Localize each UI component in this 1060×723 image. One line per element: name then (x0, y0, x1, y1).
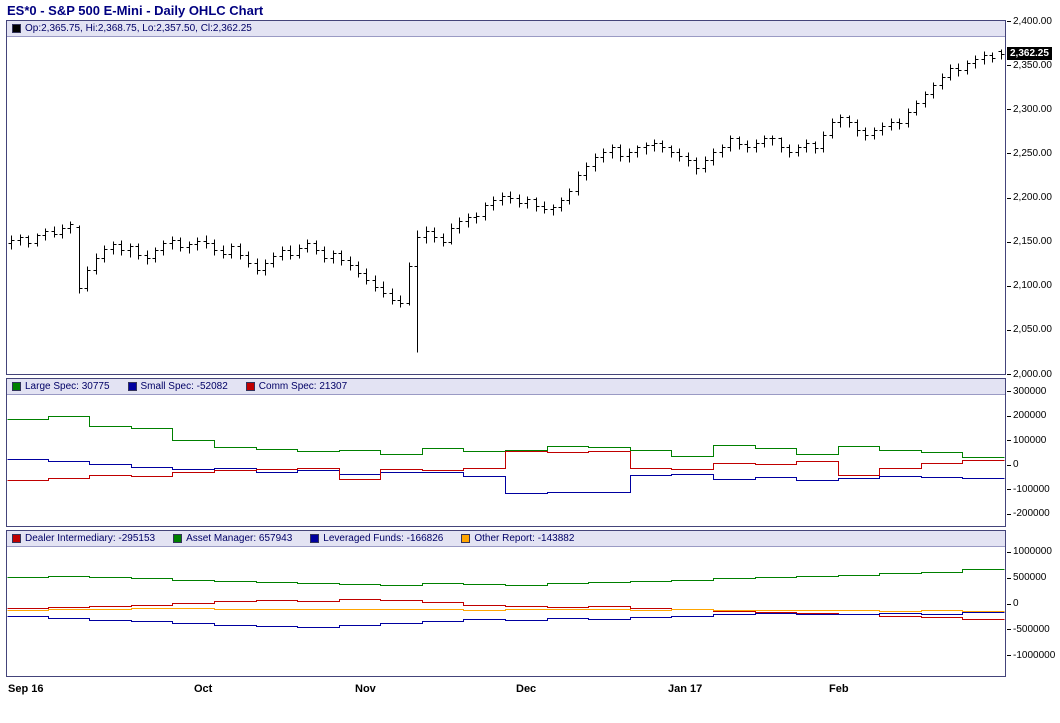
y-axis-tick (1007, 552, 1011, 553)
y-axis-label: 2,350.00 (1013, 60, 1052, 71)
legend-label: Dealer Intermediary: -295153 (25, 533, 156, 544)
legend-swatch (127, 382, 137, 391)
legend-label: Comm Spec: 21307 (258, 381, 348, 392)
y-axis-tick (1007, 514, 1011, 515)
cot-plot (7, 416, 1005, 494)
y-axis-tick (1007, 391, 1011, 392)
y-axis-label: 300000 (1013, 386, 1047, 397)
legend-label: Small Spec: -52082 (140, 381, 228, 392)
y-axis-tick (1007, 655, 1011, 656)
y-axis-tick (1007, 416, 1011, 417)
legend-swatch (461, 534, 471, 543)
y-axis-tick (1007, 578, 1011, 579)
y-axis-tick (1007, 242, 1011, 243)
y-axis-label: 1000000 (1013, 546, 1052, 557)
x-axis-label: Oct (194, 683, 213, 695)
legend-swatch (173, 534, 183, 543)
step-series-dealer (7, 599, 1005, 620)
legend-swatch (12, 382, 21, 391)
legend-label: Asset Manager: 657943 (186, 533, 293, 544)
x-axis-label: Sep 16 (8, 683, 44, 695)
x-axis-label: Dec (516, 683, 537, 695)
y-axis-tick (1007, 465, 1011, 466)
legend-label: Leveraged Funds: -166826 (323, 533, 444, 544)
y-axis-tick (1007, 440, 1011, 441)
y-axis-label: 2,250.00 (1013, 148, 1052, 159)
x-axis-label: Jan 17 (668, 683, 703, 695)
y-axis-tick (1007, 374, 1011, 375)
y-axis-label: 2,100.00 (1013, 280, 1052, 291)
y-axis-label: 2,150.00 (1013, 236, 1052, 247)
y-axis-tick (1007, 65, 1011, 66)
x-axis-label: Feb (829, 683, 849, 695)
price-panel: Op:2,365.75, Hi:2,368.75, Lo:2,357.50, C… (6, 20, 1006, 375)
y-axis-label: 2,200.00 (1013, 192, 1052, 203)
disaggregated-panel: Dealer Intermediary: -295153 Asset Manage… (6, 530, 1006, 677)
y-axis-label: -100000 (1013, 484, 1050, 495)
y-axis-label: -1000000 (1013, 650, 1056, 661)
y-axis-label: 2,400.00 (1013, 16, 1052, 27)
chart-title: ES*0 - S&P 500 E-Mini - Daily OHLC Chart (7, 3, 264, 18)
disaggregated-legend: Dealer Intermediary: -295153 Asset Manage… (7, 531, 1005, 547)
legend-swatch (12, 534, 21, 543)
legend-item-dealer: Dealer Intermediary: -295153 (12, 533, 155, 544)
y-axis-label: 2,050.00 (1013, 324, 1052, 335)
price-plot (8, 49, 1005, 353)
legend-item-small_spec: Small Spec: -52082 (127, 381, 228, 392)
y-axis-tick (1007, 629, 1011, 630)
legend-item-comm_spec: Comm Spec: 21307 (245, 381, 348, 392)
legend-item-other: Other Report: -143882 (461, 533, 574, 544)
legend-item-leveraged: Leveraged Funds: -166826 (310, 533, 443, 544)
step-series-comm_spec (7, 451, 1005, 481)
y-axis-label: 0 (1013, 598, 1019, 609)
legend-item-asset_manager: Asset Manager: 657943 (173, 533, 292, 544)
legend-swatch (12, 24, 21, 33)
cot-legend: Large Spec: 30775 Small Spec: -52082 Comm … (7, 379, 1005, 395)
y-axis-label: -200000 (1013, 508, 1050, 519)
y-axis-tick (1007, 109, 1011, 110)
y-axis-tick (1007, 330, 1011, 331)
disaggregated-plot (7, 569, 1005, 628)
y-axis-tick (1007, 198, 1011, 199)
y-axis-tick (1007, 604, 1011, 605)
y-axis-label: 200000 (1013, 410, 1047, 421)
y-axis-tick (1007, 153, 1011, 154)
ohlc-legend-item: Op:2,365.75, Hi:2,368.75, Lo:2,357.50, C… (12, 23, 252, 34)
price-legend: Op:2,365.75, Hi:2,368.75, Lo:2,357.50, C… (7, 21, 1005, 37)
y-axis-label: 2,300.00 (1013, 104, 1052, 115)
y-axis-tick (1007, 286, 1011, 287)
step-series-small_spec (7, 459, 1005, 494)
ohlc-bars (8, 49, 1005, 353)
legend-item-large_spec: Large Spec: 30775 (12, 381, 110, 392)
legend-swatch (245, 382, 255, 391)
y-axis-label: 2,000.00 (1013, 369, 1052, 380)
y-axis-label: 500000 (1013, 572, 1047, 583)
legend-swatch (310, 534, 320, 543)
legend-label: Op:2,365.75, Hi:2,368.75, Lo:2,357.50, C… (25, 23, 252, 34)
y-axis-label: 100000 (1013, 435, 1047, 446)
cot-panel: Large Spec: 30775 Small Spec: -52082 Comm … (6, 378, 1006, 527)
y-axis-tick (1007, 21, 1011, 22)
y-axis-label: 0 (1013, 459, 1019, 470)
legend-label: Large Spec: 30775 (25, 381, 110, 392)
y-axis-tick (1007, 489, 1011, 490)
step-series-asset_manager (7, 569, 1005, 586)
y-axis-label: -500000 (1013, 624, 1050, 635)
legend-label: Other Report: -143882 (474, 533, 575, 544)
step-series-leveraged (7, 612, 1005, 628)
last-price-flag: 2,362.25 (1007, 47, 1052, 60)
step-series-other (7, 608, 1005, 612)
x-axis-label: Nov (355, 683, 376, 695)
